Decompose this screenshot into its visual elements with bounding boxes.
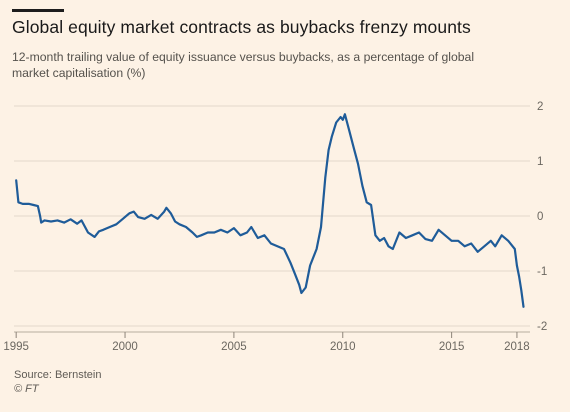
top-rule [12, 9, 64, 12]
y-tick-label: 0 [537, 211, 543, 223]
x-tick-label: 2010 [330, 341, 356, 353]
y-tick-label: 1 [537, 156, 543, 168]
y-tick-label: -1 [537, 266, 547, 278]
series-layer [15, 113, 525, 308]
ft-credit: © FT [14, 383, 39, 395]
x-tick-label: 2000 [112, 341, 138, 353]
x-tick-label: 1995 [3, 341, 29, 353]
x-tick-label: 2015 [439, 341, 465, 353]
gridlines [14, 105, 530, 327]
y-tick-label: 2 [537, 101, 543, 113]
x-tick-label: 2018 [504, 341, 530, 353]
chart-title: Global equity market contracts as buybac… [12, 17, 471, 37]
x-axis-tick-labels: 1995 2000 2005 2010 2015 2018 [3, 341, 529, 353]
source-note: Source: Bernstein [14, 369, 102, 381]
y-tick-label: -2 [537, 321, 547, 333]
y-axis-tick-labels: 2 1 0 -1 -2 [537, 101, 547, 333]
chart-subtitle: 12-month trailing value of equity issuan… [12, 50, 475, 80]
x-axis-ticks [14, 331, 530, 338]
x-tick-label: 2005 [221, 341, 247, 353]
series-line [15, 113, 525, 308]
